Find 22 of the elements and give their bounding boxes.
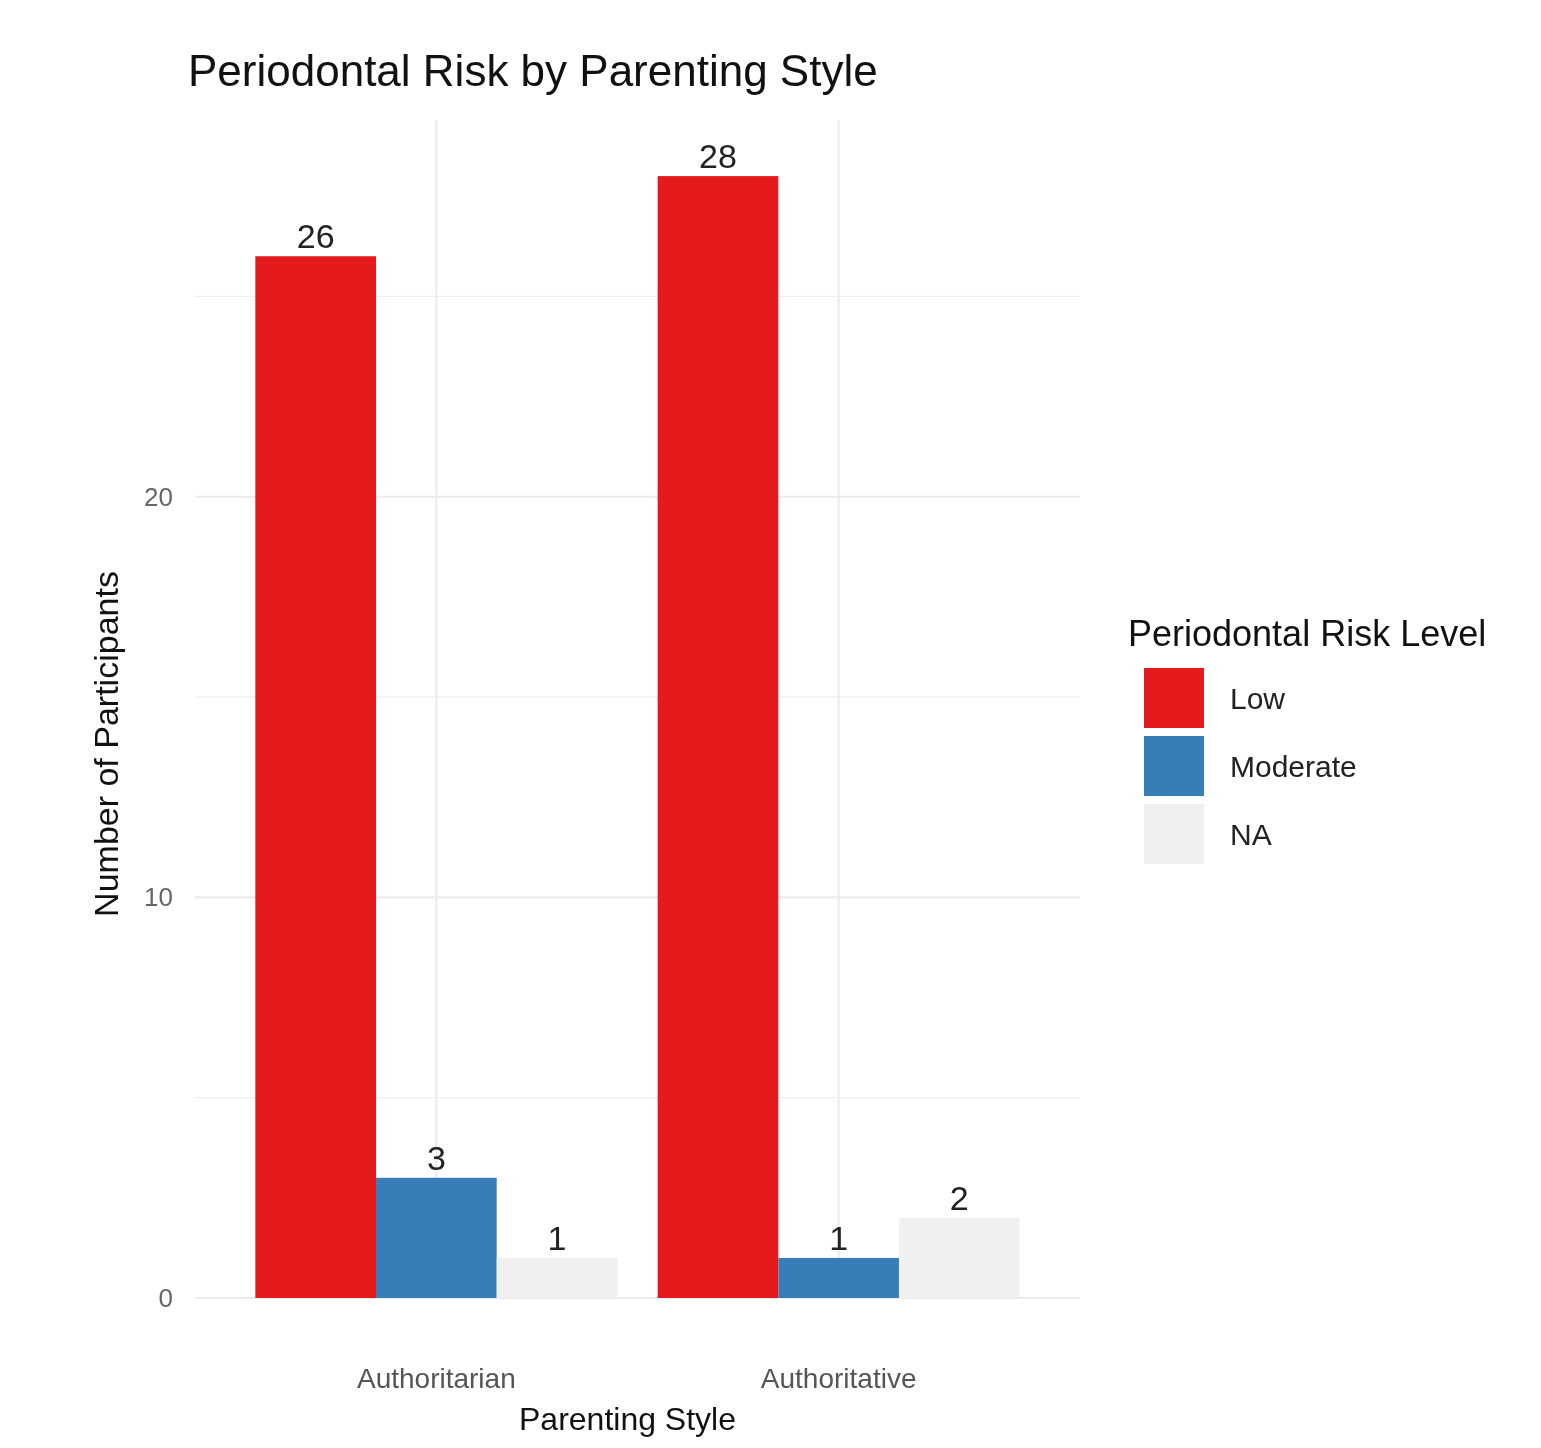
data-label: 28 [699, 137, 737, 176]
y-axis-title: Number of Participants [87, 571, 125, 917]
bar [376, 1177, 497, 1298]
data-label: 26 [296, 217, 335, 256]
x-tick-label: Authoritarian [356, 1363, 516, 1394]
y-tick-label: 10 [144, 882, 173, 913]
bar [255, 256, 377, 1298]
data-label: 2 [949, 1178, 969, 1217]
data-label: 3 [426, 1138, 446, 1177]
data-label: 1 [547, 1218, 567, 1257]
chart-title: Periodontal Risk by Parenting Style [188, 46, 878, 95]
x-tick-label: Authoritative [760, 1363, 917, 1394]
y-tick-label: 20 [144, 481, 173, 512]
data-label: 1 [829, 1218, 849, 1257]
bar [778, 1257, 899, 1298]
bar [657, 176, 779, 1298]
y-tick-label: 0 [158, 1283, 173, 1314]
x-axis-title: Parenting Style [518, 1401, 737, 1437]
legend-label: Low [1230, 681, 1286, 715]
legend-title: Periodontal Risk Level [1128, 613, 1487, 654]
legend-label: NA [1230, 817, 1272, 851]
legend-label: Moderate [1230, 749, 1357, 783]
